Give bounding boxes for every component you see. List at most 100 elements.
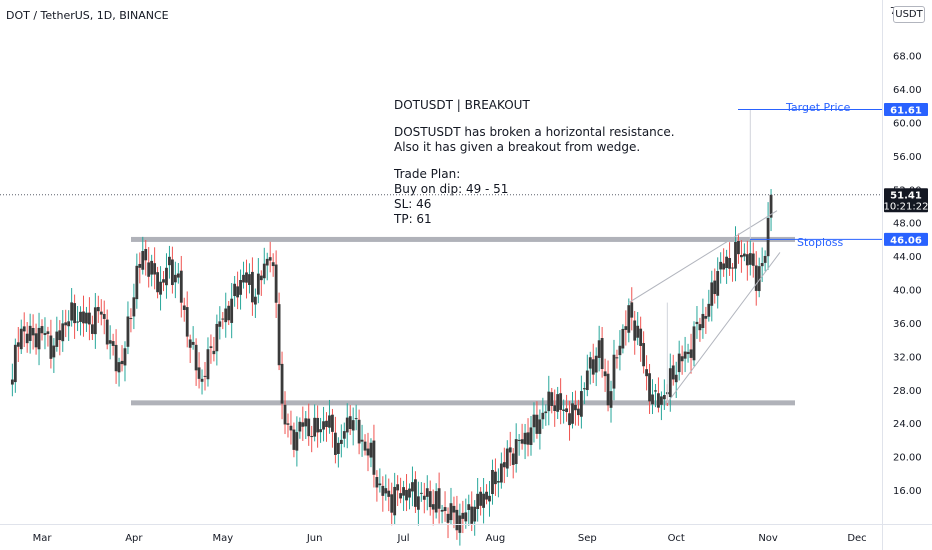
candle-body bbox=[289, 425, 293, 431]
candle-body bbox=[562, 409, 565, 411]
candle-body bbox=[648, 373, 651, 402]
candle-body bbox=[43, 333, 47, 336]
candle-body bbox=[437, 488, 441, 509]
candle-body bbox=[372, 440, 376, 475]
candle-body bbox=[182, 305, 186, 310]
candle-body bbox=[360, 439, 364, 442]
candle-body bbox=[636, 325, 640, 338]
candle-body bbox=[313, 417, 317, 437]
candle-body bbox=[674, 374, 678, 383]
candle-body bbox=[295, 432, 299, 451]
candle-body bbox=[710, 282, 714, 306]
candle-body bbox=[265, 258, 269, 266]
candle-body bbox=[725, 256, 728, 269]
candle-body bbox=[499, 463, 503, 483]
candle-body bbox=[120, 360, 124, 365]
candle-body bbox=[111, 341, 115, 346]
candle-body bbox=[173, 274, 177, 283]
candle-body bbox=[571, 403, 574, 424]
time-tick-label: Apr bbox=[125, 533, 143, 544]
candle-body bbox=[357, 419, 361, 444]
candle-body bbox=[310, 436, 314, 438]
candle-body bbox=[431, 504, 435, 510]
candle-body bbox=[209, 346, 213, 348]
candle-body bbox=[203, 375, 207, 377]
candle-body bbox=[138, 263, 142, 268]
candle-body bbox=[381, 485, 385, 496]
candle-body bbox=[538, 419, 542, 434]
candle-body bbox=[52, 345, 56, 358]
candle-body bbox=[763, 255, 767, 263]
candle-body bbox=[79, 311, 82, 322]
note-line-2: Also it has given a breakout from wedge. bbox=[394, 140, 641, 154]
candle-body bbox=[67, 321, 71, 327]
candle-body bbox=[633, 320, 637, 341]
candle-body bbox=[494, 471, 497, 485]
candle-body bbox=[147, 262, 151, 277]
candle-body bbox=[731, 267, 734, 269]
candle-body bbox=[491, 470, 494, 495]
candle-body bbox=[277, 304, 281, 366]
price-tick-label: 28.00 bbox=[893, 386, 922, 397]
time-tick-label: May bbox=[212, 533, 233, 544]
candle-body bbox=[150, 260, 154, 275]
candle-body bbox=[191, 341, 195, 345]
candle-body bbox=[176, 273, 180, 278]
candle-body bbox=[523, 432, 527, 445]
candle-body bbox=[212, 350, 216, 355]
candle-body bbox=[200, 378, 204, 382]
candle-body bbox=[102, 314, 106, 319]
candle-body bbox=[757, 266, 761, 292]
candle-body bbox=[345, 417, 349, 433]
candle-body bbox=[286, 423, 290, 425]
candle-body bbox=[565, 408, 568, 413]
candle-body bbox=[529, 427, 533, 445]
candle-body bbox=[165, 267, 168, 286]
candle-body bbox=[482, 493, 485, 508]
candle-body bbox=[117, 362, 121, 373]
time-tick-label: Oct bbox=[668, 533, 685, 544]
price-tick-label: 68.00 bbox=[893, 52, 922, 63]
candle-body bbox=[751, 253, 755, 266]
candle-body bbox=[734, 241, 737, 269]
price-tick-label: 20.00 bbox=[893, 453, 922, 464]
candle-body bbox=[28, 325, 32, 341]
candle-body bbox=[262, 263, 266, 279]
candle-body bbox=[378, 483, 382, 486]
candle-body bbox=[508, 447, 512, 453]
candle-body bbox=[722, 263, 726, 270]
candle-body bbox=[446, 513, 450, 523]
candle-body bbox=[502, 462, 506, 468]
candle-body bbox=[737, 241, 740, 255]
time-tick-label: Dec bbox=[847, 533, 866, 544]
candle-body bbox=[449, 503, 453, 521]
candle-body bbox=[99, 311, 103, 315]
candle-body bbox=[526, 432, 530, 445]
candle-body bbox=[497, 481, 500, 483]
candle-body bbox=[390, 494, 394, 513]
candle-body bbox=[582, 388, 586, 390]
candle-body bbox=[162, 279, 165, 283]
candle-body bbox=[618, 345, 622, 356]
candle-body bbox=[40, 326, 44, 334]
candle-body bbox=[168, 256, 171, 266]
candle-body bbox=[328, 415, 331, 428]
candle-body bbox=[414, 479, 417, 507]
candle-body bbox=[325, 420, 328, 428]
candle-body bbox=[363, 441, 367, 451]
candle-body bbox=[64, 322, 68, 326]
candle-body bbox=[642, 343, 646, 367]
candle-body bbox=[434, 491, 438, 513]
candle-body bbox=[627, 305, 631, 333]
candle-body bbox=[473, 506, 477, 522]
candle-body bbox=[713, 280, 717, 295]
candle-body bbox=[179, 270, 183, 303]
candle-body bbox=[624, 326, 628, 330]
currency-selector[interactable]: USDT bbox=[893, 6, 925, 23]
candle-body bbox=[49, 335, 53, 359]
price-tick-label: 48.00 bbox=[893, 219, 922, 230]
candle-body bbox=[369, 442, 373, 458]
wedge-upper-line bbox=[628, 210, 778, 304]
candle-body bbox=[93, 307, 97, 335]
